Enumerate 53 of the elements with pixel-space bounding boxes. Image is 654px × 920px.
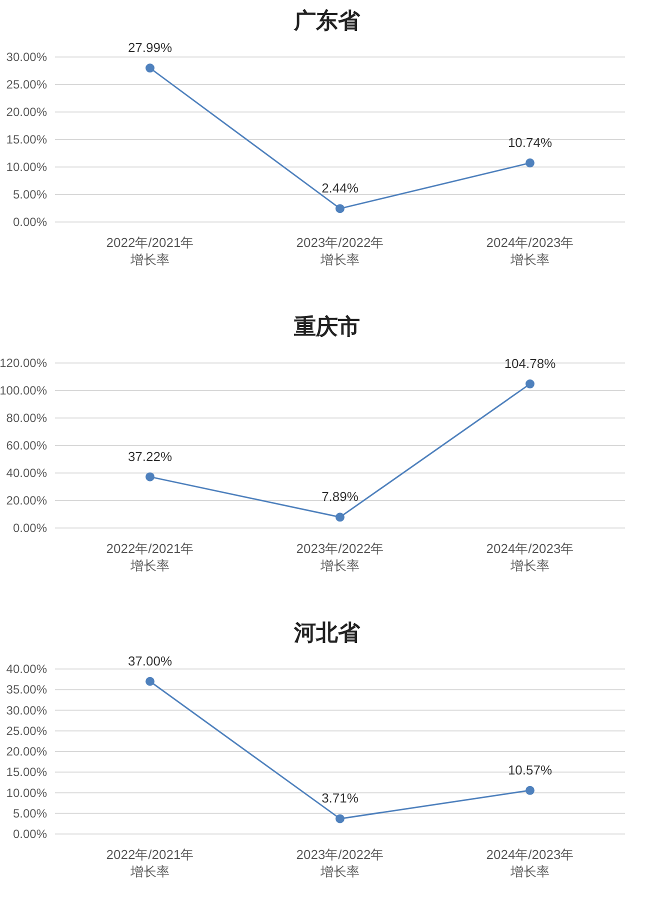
data-label: 104.78% [504, 356, 556, 371]
y-tick-label: 0.00% [12, 521, 48, 535]
chart-title: 重庆市 [293, 314, 360, 339]
data-label: 2.44% [322, 180, 359, 196]
x-tick-label: 2022年/2021年增长率 [105, 540, 195, 574]
point [526, 786, 534, 795]
data-label: 37.00% [128, 653, 172, 668]
y-tick-label: 35.00% [6, 682, 48, 697]
y-tick-label: 120.00% [0, 356, 48, 370]
point [526, 158, 534, 168]
point [336, 204, 344, 214]
point [146, 64, 154, 73]
y-tick-label: 5.00% [12, 188, 48, 202]
y-tick-label: 80.00% [6, 411, 48, 425]
y-tick-label: 25.00% [6, 78, 48, 92]
chart-title: 河北省 [293, 620, 361, 645]
point [336, 512, 344, 522]
y-tick-label: 20.00% [6, 494, 48, 508]
x-tick-label: 2024年/2023年增长率 [485, 234, 575, 268]
point [336, 814, 344, 824]
y-tick-label: 20.00% [6, 744, 48, 758]
x-tick-label: 2022年/2021年增长率 [105, 846, 195, 880]
y-tick-label: 0.00% [12, 827, 48, 841]
point [146, 676, 154, 686]
chart-title: 广东省 [293, 8, 361, 33]
x-tick-label: 2024年/2023年增长率 [485, 846, 575, 880]
data-label: 37.22% [128, 448, 172, 464]
y-tick-label: 100.00% [0, 384, 48, 398]
x-tick-label: 2024年/2023年增长率 [485, 540, 575, 574]
y-tick-label: 25.00% [6, 724, 48, 738]
y-tick-label: 20.00% [6, 105, 48, 119]
y-tick-label: 60.00% [6, 438, 48, 452]
point [146, 472, 154, 482]
y-tick-label: 0.00% [12, 215, 48, 229]
y-tick-label: 10.00% [6, 160, 48, 174]
y-tick-label: 40.00% [6, 466, 48, 480]
y-tick-label: 40.00% [6, 662, 48, 676]
data-label: 7.89% [322, 489, 359, 504]
y-tick-label: 30.00% [6, 50, 48, 64]
x-tick-label: 2023年/2022年增长率 [295, 846, 385, 880]
x-tick-label: 2023年/2022年增长率 [295, 234, 385, 268]
data-label: 10.57% [508, 762, 552, 778]
y-tick-label: 10.00% [6, 786, 48, 800]
x-tick-label: 2022年/2021年增长率 [105, 234, 195, 268]
y-tick-label: 15.00% [6, 765, 48, 780]
data-label: 10.74% [508, 134, 552, 150]
data-label: 3.71% [322, 790, 359, 806]
y-tick-label: 15.00% [6, 132, 48, 146]
x-tick-label: 2023年/2022年增长率 [295, 540, 385, 574]
y-tick-label: 5.00% [12, 806, 48, 820]
data-label: 27.99% [128, 40, 172, 56]
y-tick-label: 30.00% [6, 703, 48, 718]
point [526, 379, 534, 388]
